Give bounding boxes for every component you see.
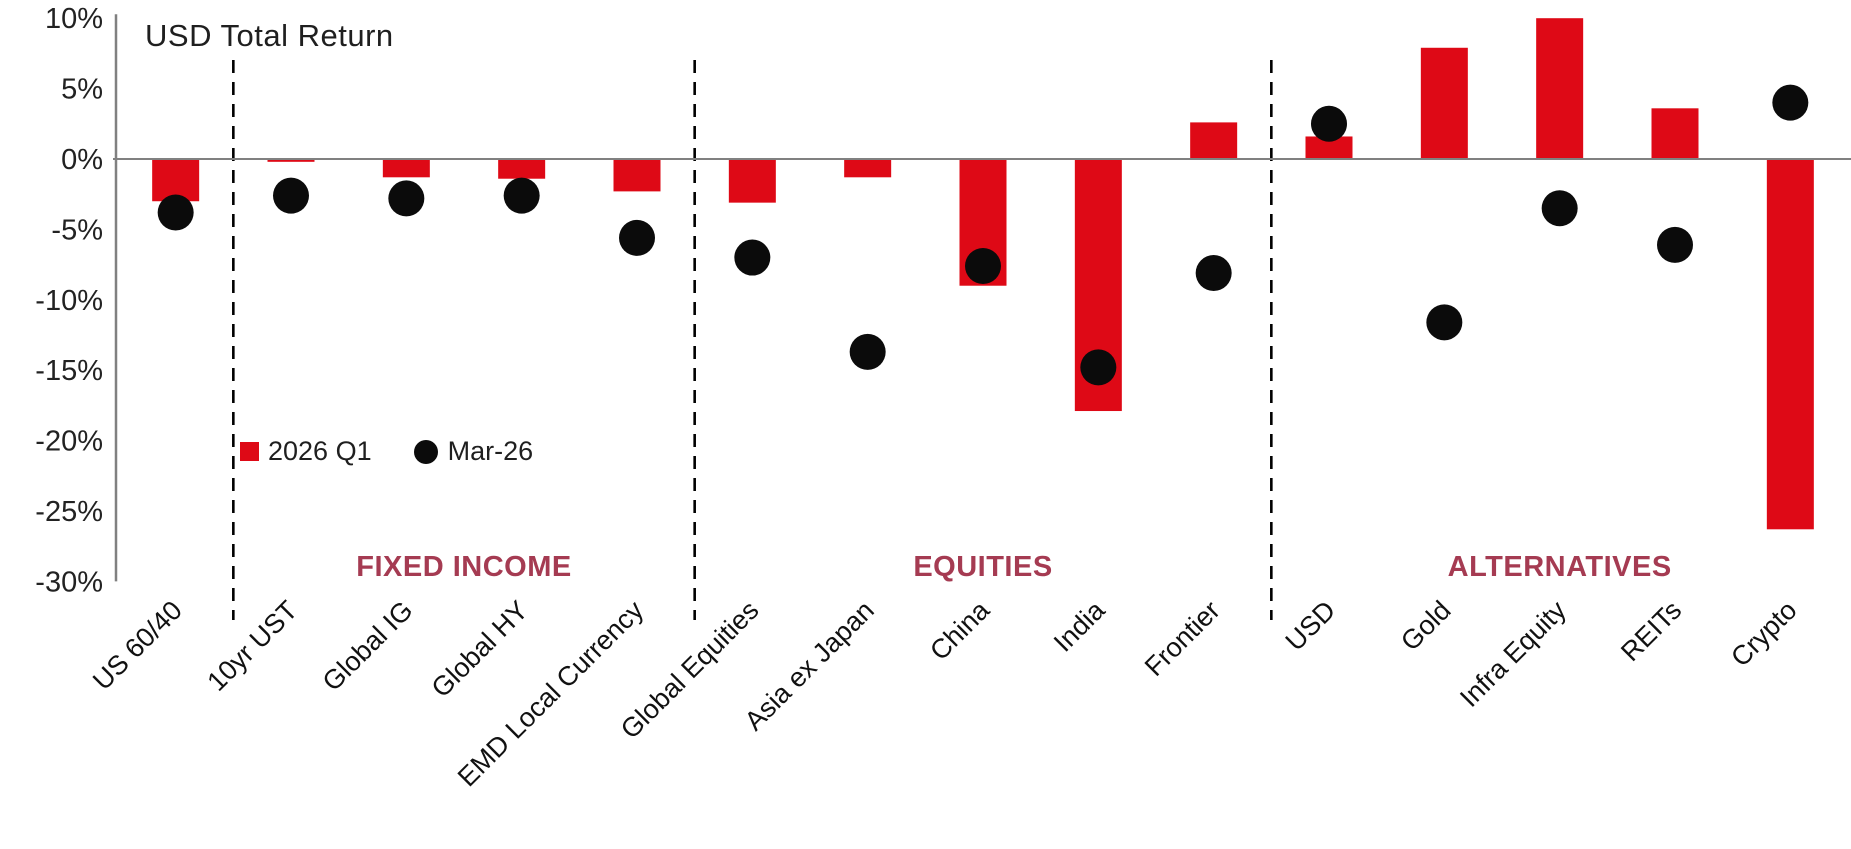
legend-dot-label: Mar-26 bbox=[447, 436, 534, 466]
y-tick-label: -25% bbox=[35, 496, 103, 528]
dot-frontier bbox=[1195, 255, 1232, 292]
chart-title: USD Total Return bbox=[145, 18, 394, 53]
x-category-label: EMD Local Currency bbox=[452, 595, 650, 793]
dot-crypto bbox=[1772, 84, 1809, 121]
dot-global-equities bbox=[734, 239, 771, 276]
x-category-label: India bbox=[1048, 594, 1111, 657]
dot-usd bbox=[1311, 105, 1347, 142]
bar-10yr-ust bbox=[267, 159, 315, 162]
y-tick-label: -20% bbox=[35, 426, 103, 458]
dot-china bbox=[965, 248, 1001, 285]
legend: 2026 Q1 Mar-26 bbox=[240, 436, 533, 467]
bar-usd bbox=[1305, 136, 1353, 159]
x-category-label: Infra Equity bbox=[1454, 595, 1572, 713]
x-category-label: REITs bbox=[1615, 595, 1687, 667]
bar-us-60-40 bbox=[152, 159, 200, 202]
dot-global-hy bbox=[503, 177, 540, 214]
x-category-label: USD bbox=[1280, 595, 1342, 657]
dot-india bbox=[1080, 349, 1117, 386]
y-tick-label: 0% bbox=[61, 144, 103, 176]
x-category-label: 10yr UST bbox=[201, 595, 303, 697]
x-category-label: US 60/40 bbox=[87, 595, 188, 696]
y-tick-label: 10% bbox=[45, 3, 103, 35]
legend-bar-swatch-icon bbox=[240, 442, 259, 461]
bar-asia-ex-japan bbox=[844, 159, 892, 178]
bar-emd-local-currency bbox=[613, 159, 661, 192]
dot-10yr-ust bbox=[273, 177, 309, 214]
dot-gold bbox=[1426, 304, 1463, 341]
bar-gold bbox=[1420, 47, 1468, 159]
dot-us-60-40 bbox=[157, 194, 194, 231]
bar-reits bbox=[1651, 108, 1699, 159]
y-tick-label: -5% bbox=[51, 214, 103, 246]
y-tick-label: -15% bbox=[35, 355, 103, 387]
dot-infra-equity bbox=[1541, 190, 1578, 227]
dot-reits bbox=[1657, 226, 1693, 263]
dot-global-ig bbox=[388, 180, 425, 217]
y-tick-label: -10% bbox=[35, 285, 103, 317]
x-category-label: Gold bbox=[1395, 595, 1457, 657]
y-tick-label: 5% bbox=[61, 74, 103, 106]
x-category-label: Global IG bbox=[317, 595, 419, 697]
x-category-label: China bbox=[924, 594, 996, 666]
dot-asia-ex-japan bbox=[849, 333, 886, 370]
legend-bar-label: 2026 Q1 bbox=[268, 436, 372, 466]
bar-global-hy bbox=[498, 159, 546, 179]
section-label-alternatives: ALTERNATIVES bbox=[1448, 551, 1672, 583]
x-category-label: Frontier bbox=[1139, 595, 1226, 682]
section-label-equities: EQUITIES bbox=[913, 551, 1052, 583]
x-category-label: Crypto bbox=[1725, 595, 1802, 672]
x-category-label: Global HY bbox=[426, 595, 534, 703]
legend-dot-swatch-icon bbox=[413, 439, 438, 464]
y-tick-label: -30% bbox=[35, 566, 103, 598]
bar-infra-equity bbox=[1536, 18, 1584, 160]
bar-global-equities bbox=[728, 159, 776, 203]
section-label-fixed-income: FIXED INCOME bbox=[356, 551, 571, 583]
bar-global-ig bbox=[382, 159, 430, 178]
dot-emd-local-currency bbox=[619, 219, 655, 256]
bar-frontier bbox=[1190, 122, 1238, 159]
bar-crypto bbox=[1766, 159, 1814, 530]
